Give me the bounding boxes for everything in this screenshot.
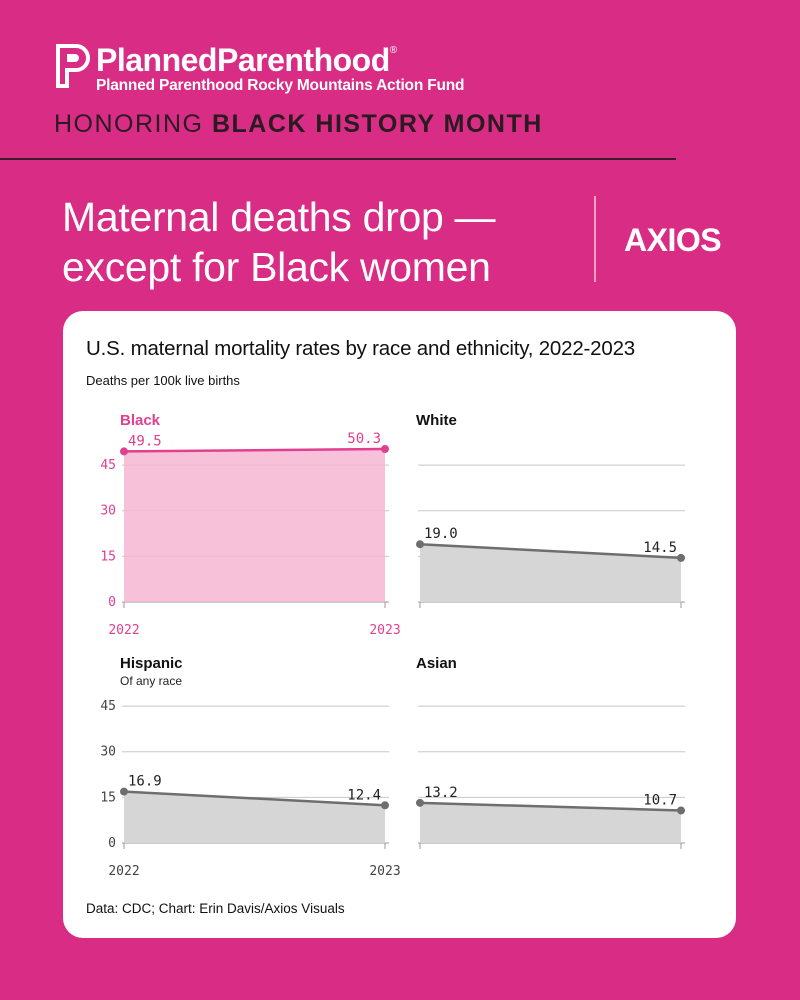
hispanic-panel-subtitle: Of any race (120, 674, 182, 688)
chart-title: U.S. maternal mortality rates by race an… (86, 337, 635, 360)
black-x-tick-label: 2023 (369, 623, 400, 638)
black-y-tick-label: 15 (100, 549, 116, 564)
black-data-label-2022: 49.5 (128, 433, 162, 449)
svg-text:AXIOS: AXIOS (624, 222, 721, 256)
white-point-2023 (677, 553, 685, 562)
asian-point-2022 (416, 798, 424, 807)
white-area (420, 544, 681, 602)
asian-data-label-2022: 13.2 (424, 785, 458, 801)
hispanic-area (124, 791, 385, 843)
hispanic-y-tick-label: 30 (100, 745, 116, 760)
black-y-tick-label: 45 (100, 458, 116, 473)
planned-parenthood-p-icon (56, 44, 90, 88)
chart-card: U.S. maternal mortality rates by race an… (63, 311, 736, 938)
black-area (124, 449, 385, 602)
hispanic-y-tick-label: 0 (108, 836, 116, 851)
white-series-line (419, 542, 682, 560)
brand-name: PlannedParenthood® (96, 42, 397, 78)
planned-parenthood-logo: PlannedParenthood® Planned Parenthood Ro… (54, 44, 464, 94)
asian-series-line (419, 801, 682, 812)
banner-prefix: HONORING (54, 110, 204, 138)
black-series-line (123, 447, 386, 453)
white-data-label-2022: 19.0 (424, 526, 458, 542)
black-point-2023 (381, 445, 389, 453)
hispanic-y-tick-label: 15 (100, 790, 116, 805)
black-y-tick-label: 30 (100, 504, 116, 519)
asian-area (420, 802, 681, 843)
headline-line-1: Maternal deaths drop — (62, 194, 496, 240)
headline-line-2: except for Black women (62, 244, 491, 290)
white-point-2022 (416, 540, 424, 549)
asian-data-label-2023: 10.7 (643, 792, 677, 808)
asian-point-2023 (677, 806, 685, 815)
black-point-2022 (120, 447, 128, 456)
small-multiples-chart: 0 15 30 45 49.5 50.3 2022 2023 Black 19.0 14.5 Whit… (100, 412, 685, 879)
brand-subtitle: Planned Parenthood Rocky Mountains Actio… (96, 77, 465, 94)
black-data-label-2023: 50.3 (347, 431, 381, 447)
chart-source: Data: CDC; Chart: Erin Davis/Axios Visua… (86, 901, 345, 916)
hispanic-x-tick-label: 2023 (369, 864, 400, 879)
hispanic-data-label-2023: 12.4 (347, 787, 381, 803)
hispanic-y-tick-label: 45 (100, 699, 116, 714)
banner-text: HONORING BLACK HISTORY MONTH (54, 110, 543, 139)
divider (0, 158, 676, 160)
hispanic-panel-title: Hispanic (120, 655, 183, 672)
hispanic-point-2023 (381, 801, 389, 810)
chart-unit-label: Deaths per 100k live births (86, 373, 240, 388)
hispanic-series-line (123, 790, 386, 807)
asian-panel-title: Asian (416, 655, 457, 672)
black-y-tick-label: 0 (108, 595, 116, 610)
headline: Maternal deaths drop — except for Black … (62, 192, 496, 292)
white-data-label-2023: 14.5 (643, 540, 677, 556)
headline-divider (594, 196, 596, 282)
hispanic-x-tick-label: 2022 (108, 864, 139, 879)
registered-mark: ® (389, 45, 397, 56)
banner-emphasis: BLACK HISTORY MONTH (211, 110, 543, 138)
hispanic-point-2022 (120, 787, 128, 796)
black-x-tick-label: 2022 (108, 623, 139, 638)
axios-logo: AXIOS (624, 222, 722, 256)
hispanic-data-label-2022: 16.9 (128, 774, 162, 790)
black-panel-title: Black (120, 412, 161, 429)
white-panel-title: White (416, 412, 457, 429)
